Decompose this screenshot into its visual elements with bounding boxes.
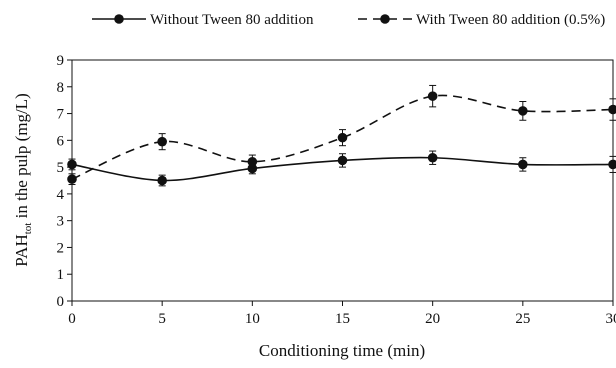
series-with-tween: [67, 85, 616, 184]
data-point: [338, 156, 348, 166]
legend-label-without-tween: Without Tween 80 addition: [150, 12, 314, 28]
data-point: [428, 153, 438, 163]
y-tick-label: 3: [57, 214, 65, 230]
y-tick-label: 9: [57, 53, 65, 69]
legend: Without Tween 80 addition With Tween 80 …: [92, 12, 605, 28]
legend-marker-solid: [114, 14, 124, 24]
x-tick-label: 0: [68, 311, 76, 327]
y-axis-title: PAHtot in the pulp (mg/L): [12, 93, 34, 266]
y-tick-label: 1: [57, 267, 65, 283]
data-point: [428, 91, 438, 101]
x-axis-title: Conditioning time (min): [259, 341, 425, 360]
y-tick-label: 5: [57, 160, 65, 176]
y-tick-label: 7: [57, 107, 65, 123]
x-axis-ticks: 0 5 10 15 20 25 30: [68, 301, 616, 327]
series-without-tween: [67, 151, 616, 186]
y-tick-label: 6: [57, 133, 65, 149]
data-point: [67, 174, 77, 184]
data-point: [67, 160, 77, 170]
data-point: [518, 160, 528, 170]
x-tick-label: 10: [245, 311, 260, 327]
x-tick-label: 30: [606, 311, 616, 327]
legend-item-without-tween: Without Tween 80 addition: [92, 12, 314, 28]
legend-label-with-tween: With Tween 80 addition (0.5%): [416, 12, 605, 28]
data-point: [608, 160, 616, 170]
data-point: [338, 133, 348, 143]
y-tick-label: 0: [57, 294, 65, 310]
y-tick-label: 4: [57, 187, 65, 203]
series-layer: [67, 85, 616, 185]
data-point: [518, 106, 528, 116]
y-tick-label: 2: [57, 240, 65, 256]
legend-marker-dashed: [380, 14, 390, 24]
y-axis-title-suffix: in the pulp (mg/L): [12, 93, 31, 222]
data-point: [157, 176, 167, 186]
x-tick-label: 15: [335, 311, 350, 327]
y-axis-title-prefix: PAH: [12, 234, 31, 266]
legend-item-with-tween: With Tween 80 addition (0.5%): [358, 12, 605, 28]
data-point: [157, 137, 167, 147]
data-point: [608, 105, 616, 115]
x-tick-label: 25: [515, 311, 530, 327]
data-point: [248, 157, 258, 167]
x-tick-label: 5: [158, 311, 166, 327]
y-axis-title-subscript: tot: [22, 223, 34, 235]
x-tick-label: 20: [425, 311, 440, 327]
y-tick-label: 8: [57, 80, 65, 96]
